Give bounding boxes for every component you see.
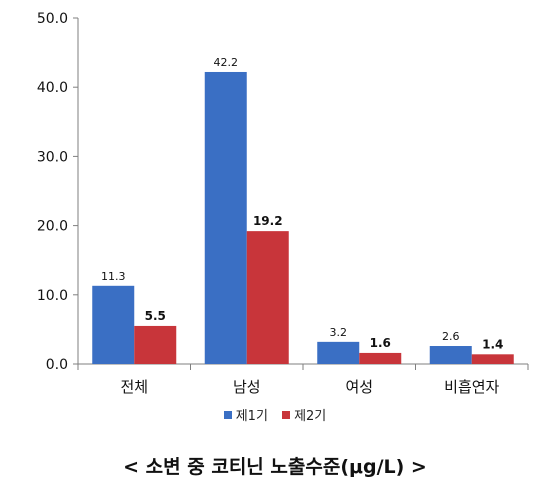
y-tick-label: 0.0 [46, 357, 68, 373]
legend-item-series-1: 제1기 [223, 405, 268, 424]
x-tick-label: 여성 [345, 378, 373, 396]
legend-item-series-2: 제2기 [282, 405, 326, 424]
legend-swatch-series-2 [282, 410, 291, 419]
bar-1 [92, 285, 135, 364]
data-label: 11.3 [101, 270, 126, 283]
x-tick-label: 전체 [120, 378, 148, 396]
y-tick-label: 20.0 [37, 219, 68, 235]
bar-1 [317, 341, 360, 364]
data-label: 2.6 [442, 330, 460, 343]
data-label: 3.2 [330, 326, 348, 339]
y-tick-label: 40.0 [37, 80, 68, 96]
x-tick-label: 비흡연자 [444, 378, 499, 396]
data-label: 5.5 [145, 309, 166, 323]
y-tick-label: 50.0 [37, 11, 68, 27]
bar-2 [246, 231, 289, 364]
bar-1 [204, 71, 247, 364]
legend-swatch-series-1 [223, 410, 232, 419]
bar-2 [134, 325, 177, 364]
legend-label-series-1: 제1기 [235, 409, 268, 424]
data-label: 42.2 [214, 56, 239, 69]
legend-label-series-2: 제2기 [294, 409, 327, 424]
data-label: 19.2 [253, 214, 283, 228]
bar-2 [471, 354, 514, 364]
chart-caption: < 소변 중 코티닌 노출수준(μg/L) > [123, 456, 427, 478]
legend: 제1기 제2기 [0, 405, 550, 424]
bar-2 [359, 352, 402, 364]
data-label: 1.6 [370, 336, 391, 350]
bar-1 [429, 346, 472, 364]
y-tick-label: 10.0 [37, 288, 68, 304]
x-tick-label: 남성 [233, 378, 261, 396]
y-tick-label: 30.0 [37, 149, 68, 165]
bar-chart: 0.0 10.0 20.0 30.0 40.0 50.0 전체 11.3 5.5 남성 42.2 19… [37, 11, 529, 396]
data-label: 1.4 [482, 337, 503, 351]
